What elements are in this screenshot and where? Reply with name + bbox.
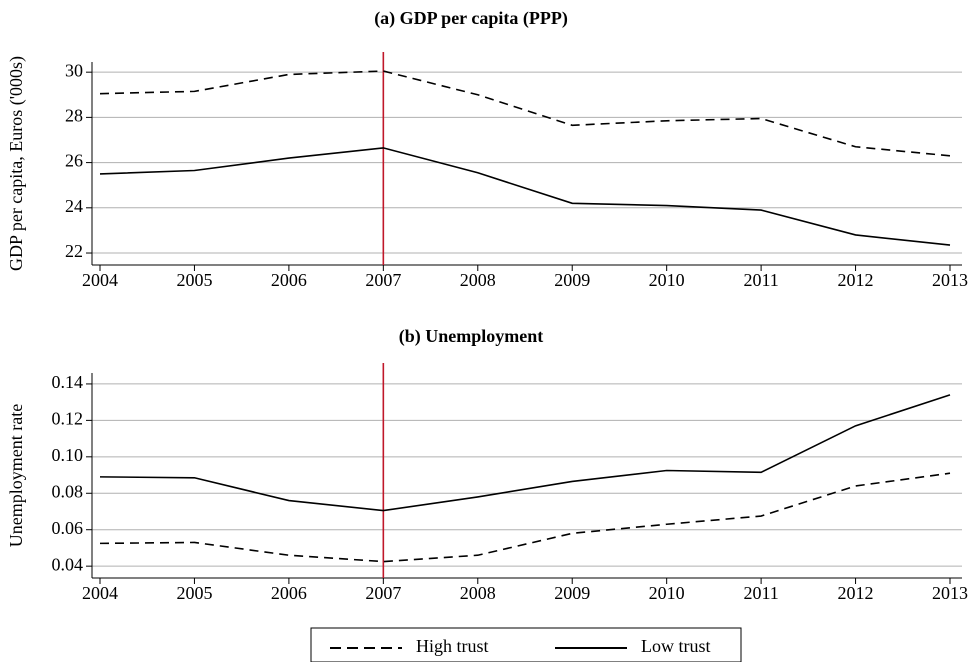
x-tick-label: 2011 xyxy=(743,583,778,603)
y-axis-label: Unemployment rate xyxy=(6,404,26,547)
x-tick-label: 2006 xyxy=(271,270,307,290)
y-tick-label: 22 xyxy=(65,241,83,261)
x-tick-label: 2008 xyxy=(460,270,496,290)
x-tick-label: 2013 xyxy=(932,583,968,603)
y-axis-label: GDP per capita, Euros ('000s) xyxy=(6,56,27,271)
y-tick-label: 0.04 xyxy=(52,554,84,574)
x-tick-label: 2012 xyxy=(838,583,874,603)
x-tick-label: 2004 xyxy=(82,270,118,290)
x-tick-label: 2007 xyxy=(365,583,401,603)
series-line xyxy=(99,394,951,512)
legend-box xyxy=(310,627,742,662)
y-tick-label: 0.14 xyxy=(52,372,84,392)
x-tick-label: 2012 xyxy=(838,270,874,290)
series-line xyxy=(99,472,951,563)
legend-label: Low trust xyxy=(641,636,711,656)
x-tick-label: 2009 xyxy=(554,270,590,290)
x-tick-label: 2007 xyxy=(365,270,401,290)
y-tick-label: 28 xyxy=(65,106,83,126)
panel-title: (a) GDP per capita (PPP) xyxy=(374,8,568,29)
x-tick-label: 2011 xyxy=(743,270,778,290)
y-tick-label: 0.12 xyxy=(52,409,84,429)
y-tick-label: 30 xyxy=(65,60,83,80)
y-tick-label: 0.06 xyxy=(52,518,84,538)
x-tick-label: 2004 xyxy=(82,583,118,603)
x-tick-label: 2013 xyxy=(932,270,968,290)
x-tick-label: 2005 xyxy=(176,270,212,290)
y-tick-label: 26 xyxy=(65,151,83,171)
x-tick-label: 2005 xyxy=(176,583,212,603)
y-tick-label: 0.08 xyxy=(52,481,84,501)
panel-title: (b) Unemployment xyxy=(399,326,544,347)
x-tick-label: 2006 xyxy=(271,583,307,603)
series-line xyxy=(99,147,951,246)
legend-label: High trust xyxy=(416,636,489,656)
y-tick-label: 0.10 xyxy=(52,445,84,465)
series-line xyxy=(99,70,951,157)
x-tick-label: 2010 xyxy=(649,270,685,290)
x-tick-label: 2009 xyxy=(554,583,590,603)
x-tick-label: 2008 xyxy=(460,583,496,603)
x-tick-label: 2010 xyxy=(649,583,685,603)
y-tick-label: 24 xyxy=(65,196,83,216)
